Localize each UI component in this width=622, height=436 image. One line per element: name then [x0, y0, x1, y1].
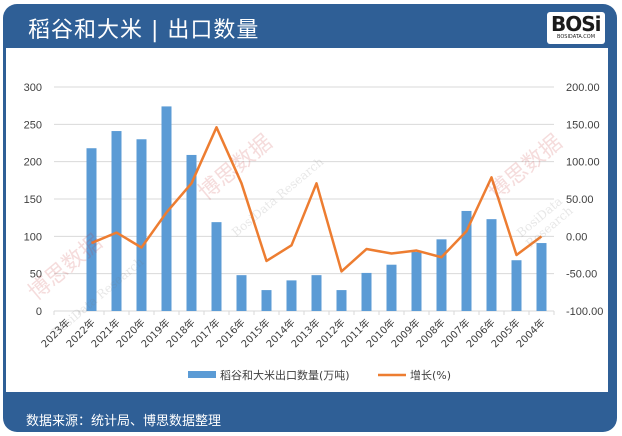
bosi-logo: BOSi BOSIDATA.COM [547, 12, 605, 44]
logo-subtext: BOSIDATA.COM [557, 34, 596, 40]
bar [86, 148, 97, 311]
left-axis-tick: 50 [30, 269, 42, 281]
right-axis-tick: 50.00 [566, 194, 594, 206]
bar [261, 290, 272, 311]
bar [486, 219, 497, 311]
gridlines [53, 86, 555, 315]
left-axis-tick: 300 [24, 82, 42, 94]
right-axis-tick: -50.00 [566, 269, 597, 281]
legend-line-label: 增长(%) [410, 368, 451, 382]
legend-bar-label: 稻谷和大米出口数量(万吨) [220, 368, 350, 382]
chart-panel [6, 48, 608, 392]
right-axis-tick: 0.00 [566, 231, 587, 243]
bar [111, 131, 122, 311]
bar [411, 252, 422, 311]
bar [436, 239, 447, 311]
bar [336, 290, 347, 311]
bar [286, 280, 297, 311]
left-axis-tick: 150 [24, 194, 42, 206]
bar [311, 275, 322, 311]
left-axis-tick: 100 [24, 231, 42, 243]
legend: 稻谷和大米出口数量(万吨) 增长(%) [188, 368, 451, 382]
bar [361, 272, 372, 311]
bar-series [86, 106, 547, 311]
bar [136, 139, 147, 311]
right-axis-labels: -100.00 -50.00 0.00 50.00 100.00 150.00 200.00 [566, 82, 603, 318]
bar [511, 260, 522, 311]
bar [236, 275, 247, 311]
bar [211, 222, 222, 311]
right-axis-tick: 200.00 [566, 82, 600, 94]
bar [386, 264, 397, 311]
bar [161, 106, 172, 311]
bar [186, 154, 197, 311]
left-axis-tick: 200 [24, 157, 42, 169]
right-axis-tick: -100.00 [566, 306, 603, 318]
x-axis-labels: 2023年2022年2021年2020年2019年2018年2017年2016年… [38, 316, 547, 350]
right-axis-tick: 100.00 [566, 157, 600, 169]
left-axis-tick: 0 [36, 306, 42, 318]
logo-text: BOSi [551, 12, 602, 36]
line-series [91, 126, 543, 273]
bar [536, 243, 547, 311]
right-axis-tick: 150.00 [566, 119, 600, 131]
bar [461, 210, 472, 311]
left-axis-tick: 250 [24, 119, 42, 131]
left-axis-labels: 0 50 100 150 200 250 300 [24, 82, 42, 318]
legend-bar-swatch [188, 371, 216, 378]
growth-line [91, 126, 543, 273]
data-source: 数据来源：统计局、博思数据整理 [26, 414, 222, 429]
page-title: 稻谷和大米 | 出口数量 [28, 18, 260, 43]
